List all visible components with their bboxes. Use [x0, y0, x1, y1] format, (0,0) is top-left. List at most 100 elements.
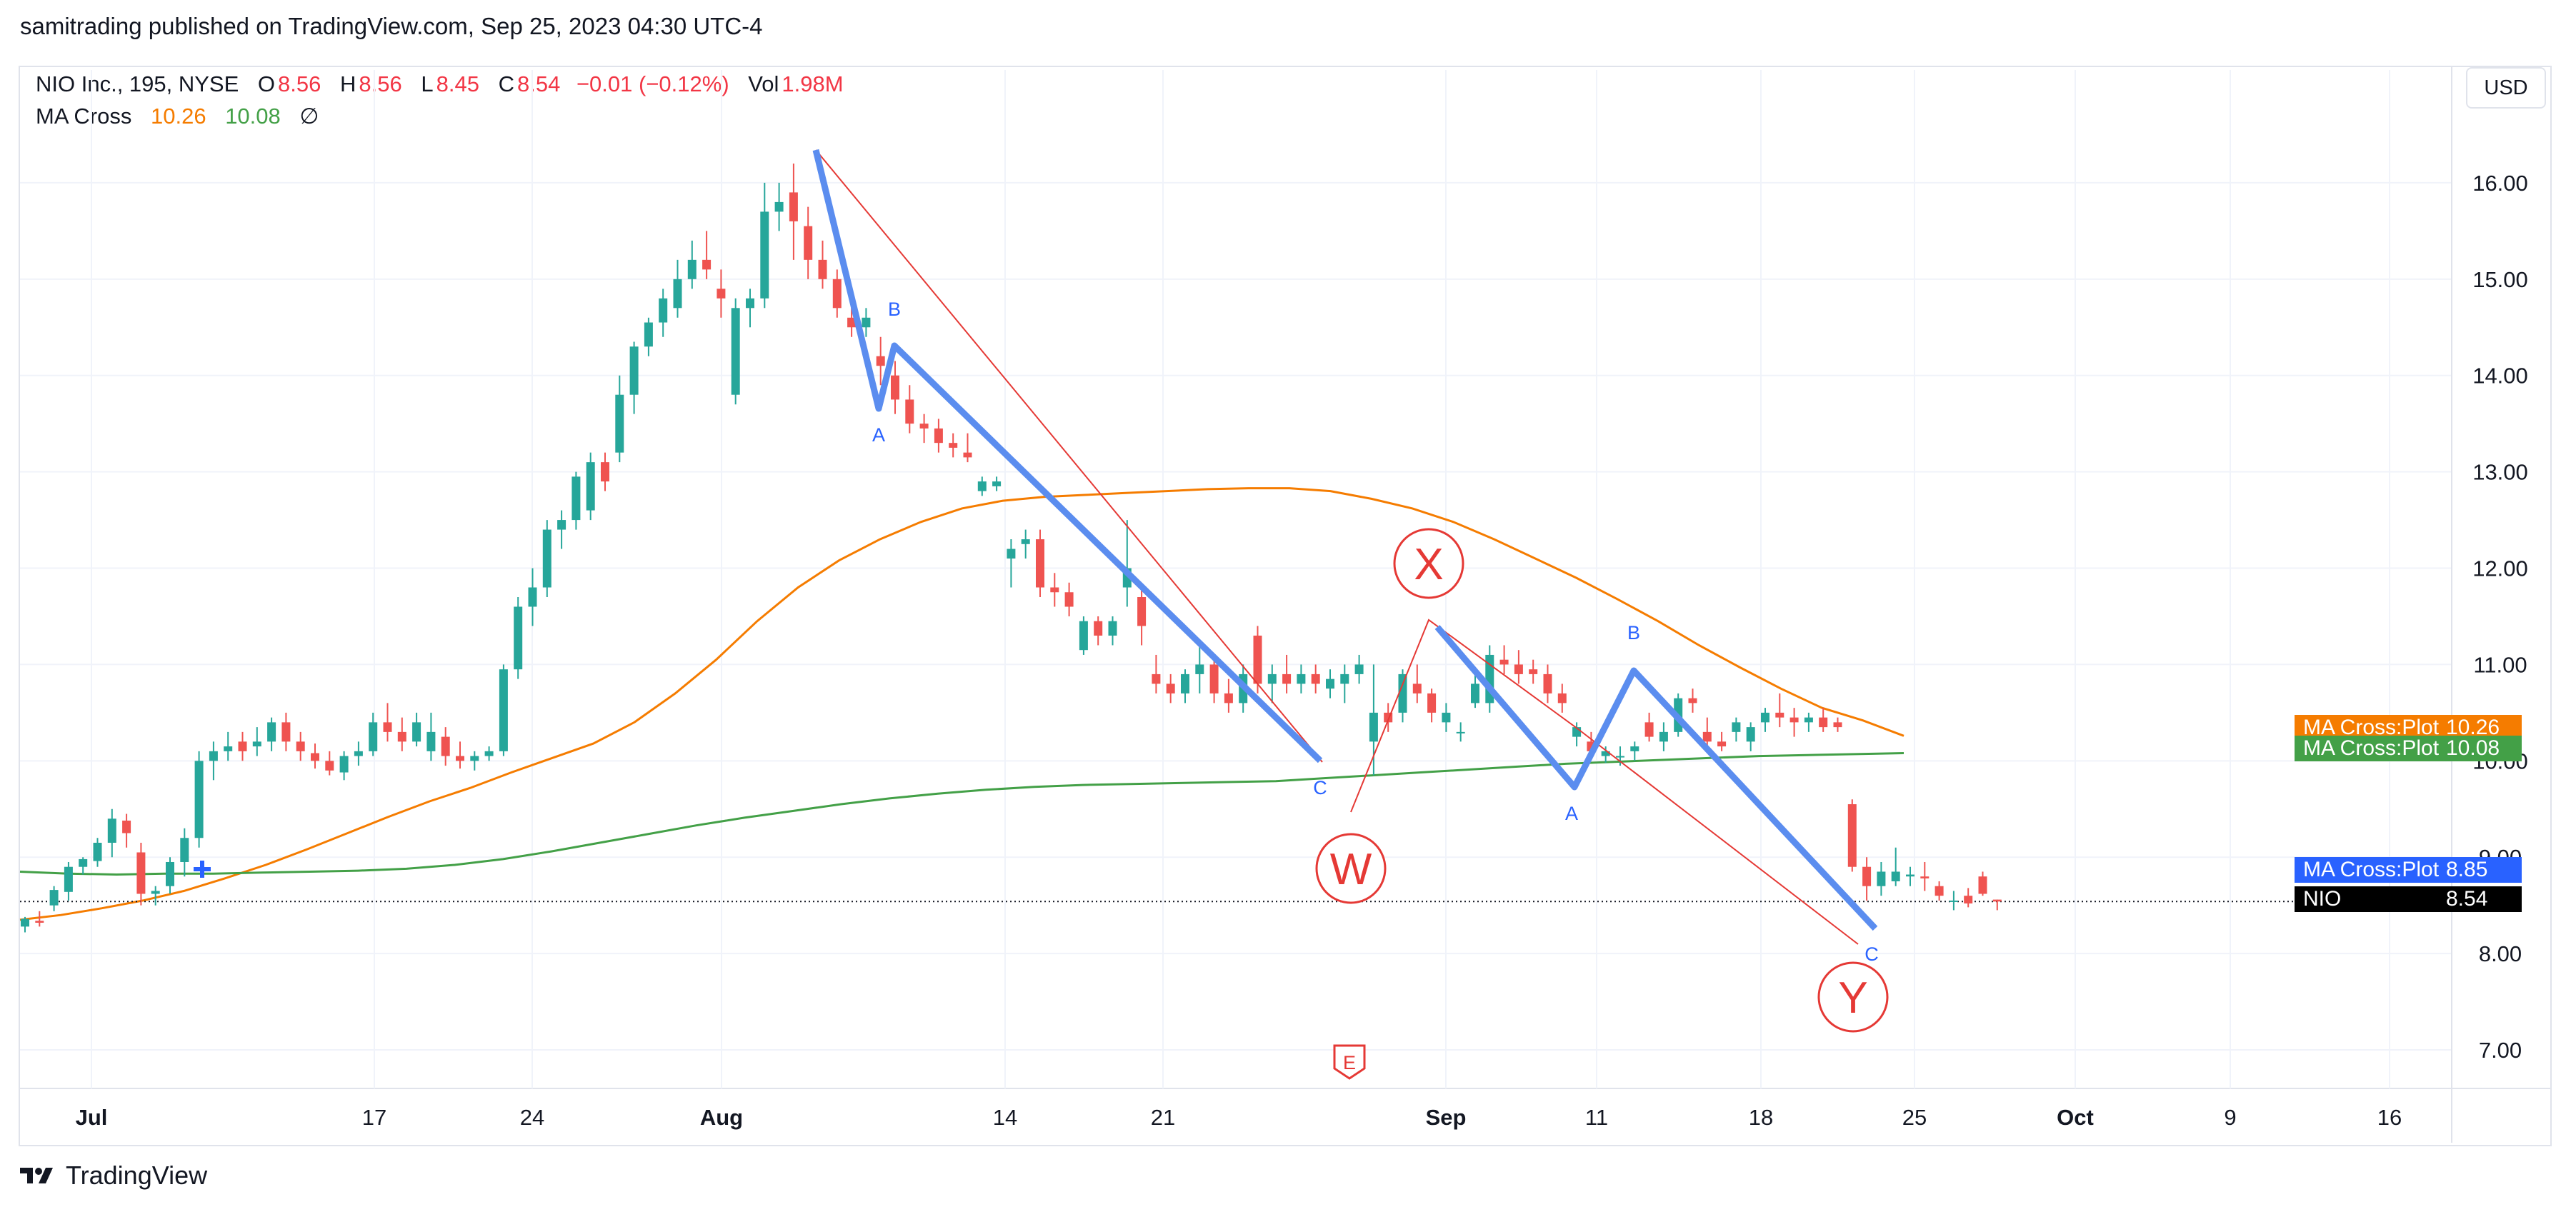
- ma-extra: ∅: [299, 104, 319, 129]
- price-tick-label: 16.00: [2472, 171, 2528, 196]
- candle: [977, 476, 987, 496]
- time-tick-label: Jul: [76, 1105, 108, 1130]
- high-label: H: [340, 71, 356, 96]
- candle: [1021, 529, 1030, 559]
- candle: [296, 731, 305, 761]
- candle: [311, 743, 319, 769]
- close-value: 8.54: [516, 71, 561, 96]
- ma-slow-value: 10.08: [225, 104, 281, 129]
- candle: [64, 861, 73, 901]
- candle: [21, 916, 29, 933]
- candle: [1267, 664, 1277, 703]
- candle: [1761, 708, 1769, 732]
- price-tag-ma-slow: MA Cross:Plot 10.08: [2295, 736, 2522, 761]
- time-tick-label: 14: [993, 1105, 1017, 1130]
- candle: [949, 433, 958, 458]
- candle: [1122, 520, 1132, 607]
- candle: [586, 452, 595, 521]
- candle: [963, 433, 972, 463]
- candle: [1036, 529, 1044, 597]
- volume-value: 1.98M: [782, 71, 844, 96]
- wave-sub-label: A: [872, 424, 885, 446]
- candle: [1732, 717, 1741, 742]
- high-value: 8.56: [359, 71, 402, 96]
- candle: [122, 813, 131, 848]
- candle: [49, 886, 59, 911]
- candle: [1297, 664, 1306, 693]
- price-tag-value: 8.85: [2446, 858, 2488, 881]
- candle: [1427, 688, 1437, 723]
- candle: [1456, 722, 1465, 742]
- candle: [1601, 746, 1610, 763]
- currency-button[interactable]: USD: [2466, 67, 2546, 109]
- candle: [1326, 669, 1334, 698]
- candle: [1644, 712, 1654, 742]
- price-tag-value: 10.08: [2446, 736, 2500, 760]
- price-tag-value: 8.54: [2446, 887, 2488, 911]
- earnings-marker-label: E: [1343, 1052, 1356, 1073]
- time-tick-label: 21: [1151, 1105, 1175, 1130]
- candle: [136, 843, 146, 906]
- svg-text:X: X: [1414, 540, 1443, 589]
- candle: [1079, 616, 1088, 655]
- candle: [470, 751, 479, 771]
- candle: [514, 597, 523, 679]
- candle: [1717, 731, 1727, 751]
- wave-path-w: [812, 149, 1323, 763]
- candle: [1964, 888, 1973, 908]
- candle: [1253, 626, 1262, 693]
- wave-label-x[interactable]: X: [1393, 528, 1464, 599]
- candle: [166, 857, 174, 894]
- svg-text:Y: Y: [1838, 973, 1867, 1023]
- candle: [1529, 659, 1538, 684]
- candle: [339, 751, 349, 781]
- candle: [1137, 587, 1147, 646]
- wave-sub-label: A: [1565, 803, 1578, 824]
- candle: [1557, 683, 1567, 713]
- candle: [934, 419, 943, 453]
- candle: [1514, 650, 1523, 684]
- candle: [862, 308, 871, 337]
- candle: [1050, 573, 1059, 607]
- candle: [1224, 678, 1233, 713]
- time-axis: Jul 17 24 Aug 14 21 Sep 11 18 25 Oct 9 16: [76, 1105, 2402, 1130]
- candle: [1282, 654, 1292, 693]
- candle: [760, 182, 769, 309]
- time-tick-label: Aug: [700, 1105, 743, 1130]
- ma-cross-legend[interactable]: MA Cross 10.26 10.08 ∅: [36, 104, 321, 129]
- candle: [1688, 688, 1697, 713]
- candle: [194, 751, 204, 848]
- candle: [426, 712, 436, 761]
- wave-drawings: A B C A B C W X Y E: [812, 149, 1889, 1080]
- candle: [238, 731, 247, 761]
- time-tick-label: 24: [520, 1105, 544, 1130]
- wave-label-y[interactable]: Y: [1817, 961, 1889, 1033]
- earnings-marker-icon[interactable]: E: [1333, 1044, 1366, 1080]
- volume-label: Vol: [748, 71, 779, 96]
- candle: [557, 510, 566, 549]
- candle: [1978, 871, 1987, 896]
- wave-label-w[interactable]: W: [1315, 833, 1387, 904]
- candle: [1094, 616, 1103, 646]
- candle: [629, 341, 639, 414]
- candle: [107, 808, 116, 858]
- candle: [804, 206, 813, 279]
- open-value: 8.56: [278, 71, 321, 96]
- candle: [702, 231, 712, 279]
- candle: [891, 361, 899, 414]
- candle: [383, 703, 392, 742]
- candle: [1659, 722, 1668, 751]
- candle: [687, 240, 697, 289]
- open-label: O: [257, 71, 276, 96]
- tradingview-footer[interactable]: TradingView: [20, 1161, 207, 1191]
- wave-path-y: [1434, 625, 1878, 931]
- wave-sub-label: B: [888, 299, 901, 320]
- candle: [456, 741, 464, 769]
- time-tick-label: Sep: [1426, 1105, 1467, 1130]
- candle: [441, 727, 450, 766]
- candle: [180, 828, 189, 877]
- candle: [1630, 741, 1639, 761]
- candle: [1442, 703, 1451, 732]
